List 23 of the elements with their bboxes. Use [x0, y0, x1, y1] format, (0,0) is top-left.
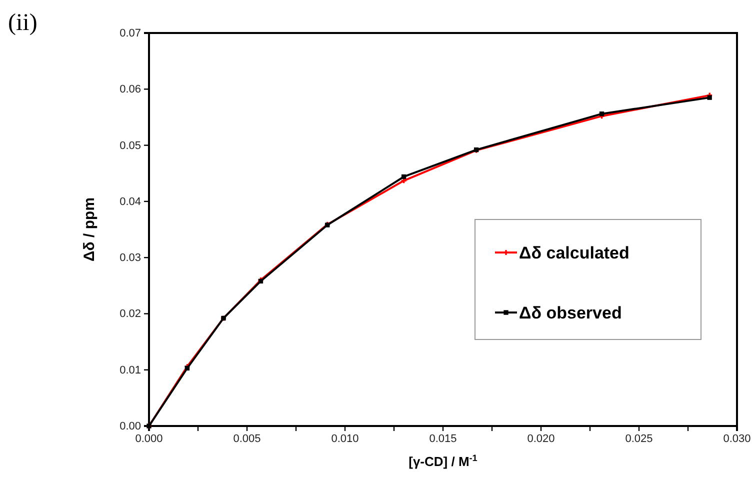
x-tick-label: 0.025 — [625, 432, 653, 445]
x-tick-label: 0.020 — [527, 432, 555, 445]
legend-label: Δδ observed — [519, 304, 622, 322]
y-tick-label: 0.00 — [120, 420, 141, 433]
y-axis-title: Δδ / ppm — [81, 197, 98, 262]
y-tick-label: 0.07 — [120, 28, 141, 40]
point — [599, 112, 604, 116]
y-tick-label: 0.02 — [120, 308, 141, 320]
text: 0.000 — [135, 432, 163, 445]
text: (ii) — [8, 10, 38, 36]
y-tick-label: 0.05 — [120, 140, 141, 152]
legend-label: Δδ calculated — [519, 244, 630, 262]
x-tick-label: 0.015 — [429, 432, 457, 445]
x-axis-title: [γ-CD] / M$^{-1}$ — [408, 453, 478, 469]
x-tick-label: 0.010 — [331, 432, 359, 445]
point — [707, 95, 712, 100]
point — [401, 174, 406, 180]
y-tick-label: 0.06 — [120, 84, 141, 96]
x-tick-label: 0.005 — [233, 432, 261, 445]
y-tick-label: 0.01 — [120, 364, 141, 376]
x-tick-label: 0.030 — [723, 432, 751, 445]
y-tick-label: 0.03 — [120, 252, 141, 264]
y-tick-label: 0.04 — [120, 196, 141, 208]
